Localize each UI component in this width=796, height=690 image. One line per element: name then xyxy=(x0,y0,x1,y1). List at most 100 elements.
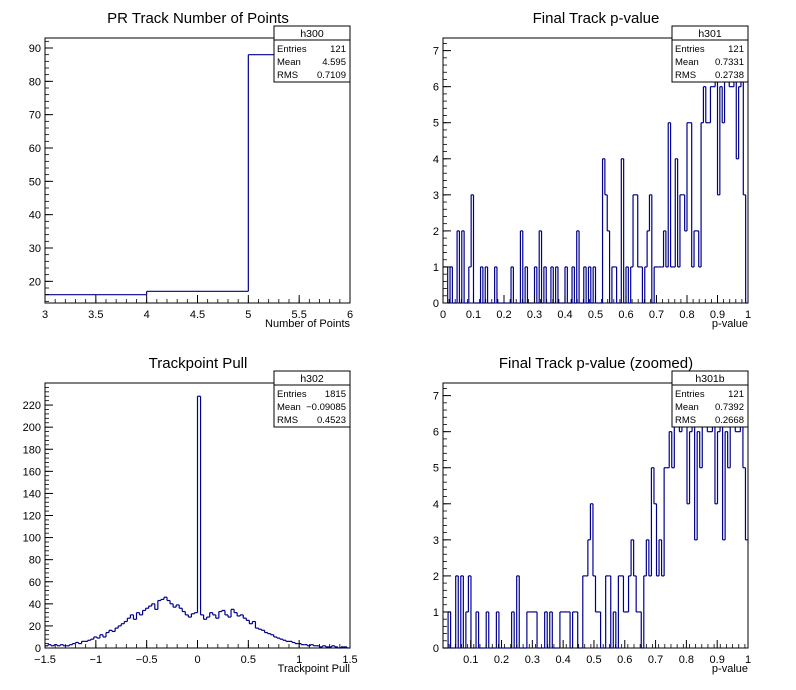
y-tick-label: 160 xyxy=(23,466,41,478)
x-tick-label: −1 xyxy=(90,654,103,666)
y-tick-label: 140 xyxy=(23,488,41,500)
stats-box: h301b Entries 121 Mean 0.7392 RMS 0.2668 xyxy=(671,370,749,428)
chart-title: Final Track p-value (zoomed) xyxy=(499,355,693,372)
x-tick-label: 1 xyxy=(296,654,302,666)
stats-mean-label: Mean xyxy=(277,402,301,413)
x-tick-label: 0.5 xyxy=(586,654,601,666)
y-tick-label: 40 xyxy=(29,599,41,611)
stats-rms-value: 0.4523 xyxy=(317,415,346,426)
stats-rms-label: RMS xyxy=(675,415,696,426)
stats-box-frame xyxy=(671,25,749,83)
stats-box-frame xyxy=(671,370,749,428)
x-tick-label: 0.9 xyxy=(710,654,725,666)
y-tick-label: 0 xyxy=(35,643,41,655)
pad-h301[interactable]: Final Track p-value 0 0.1 0.2 0.3 0.4 0.5 0.6 0… xyxy=(433,10,751,330)
pad-h302[interactable]: Trackpoint Pull −1.5 −1 −0.5 0 0.5 1 1.5 0 20 40 6… xyxy=(23,355,358,675)
pad-h300[interactable]: PR Track Number of Points 3 3.5 4 4.5 5 5.5 6 2… xyxy=(29,10,353,330)
stats-mean-value: 0.7392 xyxy=(715,402,744,413)
y-tick-label: 2 xyxy=(433,226,439,238)
y-tick-label: 30 xyxy=(29,243,41,255)
stats-box-frame xyxy=(273,25,351,83)
y-tick-label: 4 xyxy=(433,154,439,166)
y-tick-label: 4 xyxy=(433,499,439,511)
x-tick-label: 0 xyxy=(194,654,200,666)
x-tick-label: 0.5 xyxy=(588,309,603,321)
stats-box: h300 Entries 121 Mean 4.595 RMS 0.7109 xyxy=(273,25,351,83)
stats-rms-label: RMS xyxy=(277,415,298,426)
x-tick-label: 0.2 xyxy=(496,309,511,321)
y-tick-label: 60 xyxy=(29,577,41,589)
stats-rms-label: RMS xyxy=(277,70,298,81)
stats-mean-label: Mean xyxy=(277,57,301,68)
x-axis-label: Trackpoint Pull xyxy=(278,663,350,675)
y-tick-label: 120 xyxy=(23,511,41,523)
y-tick-label: 6 xyxy=(433,427,439,439)
x-tick-label: 1 xyxy=(745,654,751,666)
stats-entries-label: Entries xyxy=(675,389,705,400)
x-tick-label: 0.6 xyxy=(617,654,632,666)
stats-rms-value: 0.2668 xyxy=(715,415,744,426)
x-tick-label: 3 xyxy=(42,309,48,321)
y-tick-label: 7 xyxy=(433,46,439,58)
stats-mean-value: 0.7331 xyxy=(715,57,744,68)
y-tick-label: 90 xyxy=(29,43,41,55)
stats-mean-value: 4.595 xyxy=(322,57,346,68)
y-tick-label: 60 xyxy=(29,143,41,155)
y-tick-label: 5 xyxy=(433,118,439,130)
stats-histogram-name: h301 xyxy=(698,28,722,40)
y-tick-label: 0 xyxy=(433,298,439,310)
y-tick-label: 7 xyxy=(433,391,439,403)
stats-entries-label: Entries xyxy=(675,44,705,55)
histogram-plot: 0 0.1 0.2 0.3 0.4 0.5 0.6 0.7 0.8 0.9 1 0 1 2 3 4 5 6 7 h30… xyxy=(433,25,751,321)
x-tick-label: 0.6 xyxy=(618,309,633,321)
x-tick-label: −1.5 xyxy=(34,654,56,666)
x-tick-label: 0 xyxy=(440,309,446,321)
stats-rms-value: 0.7109 xyxy=(317,70,346,81)
chart-title: PR Track Number of Points xyxy=(107,10,289,27)
x-tick-label: 0.4 xyxy=(557,309,572,321)
y-tick-label: 220 xyxy=(23,400,41,412)
y-tick-label: 5 xyxy=(433,463,439,475)
y-tick-label: 2 xyxy=(433,571,439,583)
pad-h301b[interactable]: Final Track p-value (zoomed) 0.1 0.2 0.3 0.… xyxy=(433,355,751,675)
x-axis-label: p-value xyxy=(712,318,748,330)
x-tick-label: 1 xyxy=(745,309,751,321)
x-tick-label: 0.2 xyxy=(494,654,509,666)
stats-entries-value: 1815 xyxy=(325,389,346,400)
y-tick-label: 200 xyxy=(23,422,41,434)
y-tick-label: 100 xyxy=(23,533,41,545)
histogram-plot: 3 3.5 4 4.5 5 5.5 6 20 30 40 50 60 70 80 90 h300 Entries… xyxy=(29,25,353,321)
x-tick-label: 0.8 xyxy=(679,654,694,666)
x-tick-label: 4.5 xyxy=(190,309,205,321)
stats-entries-label: Entries xyxy=(277,44,307,55)
y-tick-label: 180 xyxy=(23,444,41,456)
x-tick-label: 1.5 xyxy=(342,654,357,666)
stats-box: h301 Entries 121 Mean 0.7331 RMS 0.2738 xyxy=(671,25,749,83)
x-tick-label: −0.5 xyxy=(136,654,158,666)
x-tick-label: 0.8 xyxy=(679,309,694,321)
x-tick-label: 4 xyxy=(144,309,150,321)
x-tick-label: 6 xyxy=(347,309,353,321)
stats-mean-value: −0.09085 xyxy=(306,402,346,413)
histogram-plot: −1.5 −1 −0.5 0 0.5 1 1.5 0 20 40 60 80 100 120 140 160 1… xyxy=(23,370,358,666)
y-tick-label: 20 xyxy=(29,276,41,288)
y-tick-label: 80 xyxy=(29,76,41,88)
x-tick-label: 0.1 xyxy=(466,309,481,321)
stats-histogram-name: h300 xyxy=(300,28,324,40)
stats-histogram-name: h301b xyxy=(695,373,724,385)
stats-box-frame xyxy=(273,370,351,428)
y-tick-label: 1 xyxy=(433,262,439,274)
stats-entries-value: 121 xyxy=(330,44,346,55)
x-tick-label: 0.9 xyxy=(710,309,725,321)
stats-histogram-name: h302 xyxy=(300,373,324,385)
x-tick-label: 0.3 xyxy=(525,654,540,666)
histogram-plot: 0.1 0.2 0.3 0.4 0.5 0.6 0.7 0.8 0.9 1 0 1 2 3 4 5 6 7 h301… xyxy=(433,370,751,666)
stats-entries-value: 121 xyxy=(728,44,744,55)
x-tick-label: 5.5 xyxy=(292,309,307,321)
y-tick-label: 50 xyxy=(29,176,41,188)
x-tick-label: 0.4 xyxy=(556,654,571,666)
plot-frame xyxy=(442,382,749,649)
stats-box: h302 Entries 1815 Mean −0.09085 RMS 0.4523 xyxy=(273,370,351,428)
x-tick-label: 0.7 xyxy=(649,309,664,321)
